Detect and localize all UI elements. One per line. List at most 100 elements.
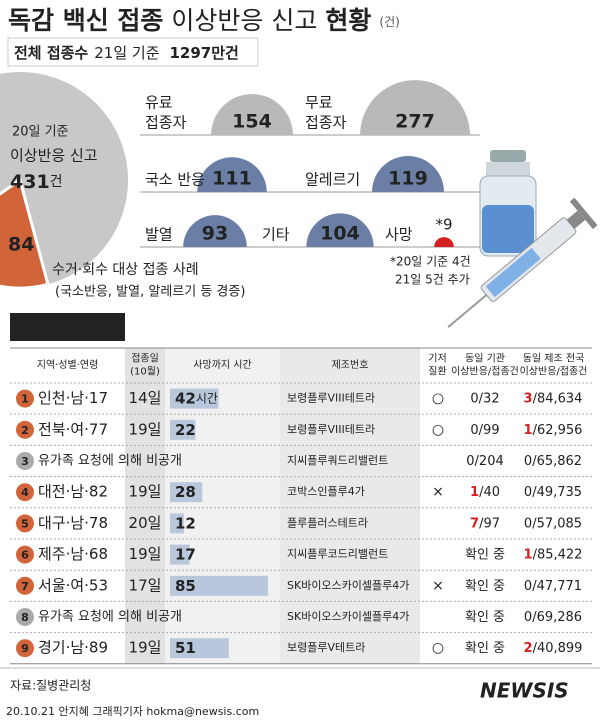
vaccine-illustration <box>447 150 598 328</box>
semicircle <box>211 94 293 135</box>
column-header: 사망까지 시간 <box>193 359 251 371</box>
nation: 0/47,771 <box>524 578 582 593</box>
condition: ○ <box>432 640 444 656</box>
lot: 지씨플루코드리밸런트 <box>287 548 388 561</box>
date: 17일 <box>129 576 162 594</box>
text-part: 시간 <box>196 391 218 405</box>
institution: 0/99 <box>470 422 499 437</box>
hours-bar <box>170 482 203 503</box>
text-part: 0/65,862 <box>524 454 582 469</box>
person: 유가족 요청에 의해 비공개 <box>38 454 182 469</box>
column-header: 동일 제조 전국 <box>523 353 585 365</box>
value-label: 111 <box>212 168 252 190</box>
text-part: /97 <box>479 516 500 531</box>
row-number: 8 <box>21 611 29 624</box>
institution: 7/97 <box>470 516 500 531</box>
column-header: 이상반응/접종건 <box>451 366 519 378</box>
hours-bar <box>170 575 268 596</box>
category-label: 접종자 <box>305 114 347 132</box>
person: 전북·여·77 <box>38 420 108 438</box>
semicircle <box>434 237 454 247</box>
lot: 코박스인플루4가 <box>287 485 365 498</box>
text-part: 0/99 <box>470 422 499 437</box>
text-part: /40,899 <box>533 641 583 656</box>
semicircle <box>360 80 470 135</box>
institution: 확인 중 <box>465 610 505 625</box>
text-part: 0/57,085 <box>524 516 582 531</box>
text-part: 0/32 <box>470 391 499 406</box>
date: 19일 <box>129 639 162 657</box>
person: 대전·남·82 <box>38 483 108 501</box>
text-part: 확인 중 <box>465 641 505 656</box>
category-label: 국소 반응 <box>145 171 205 189</box>
recall-label: 수거·회수 대상 접종 사례 <box>52 262 199 278</box>
row-number: 4 <box>21 486 29 499</box>
column-header: 질환 <box>428 366 446 378</box>
condition: ○ <box>432 422 444 438</box>
date-col-bg <box>125 348 165 664</box>
text-part: 확인 중 <box>465 610 505 625</box>
row-number: 5 <box>21 517 29 530</box>
lot: 지씨플루쿼드리밸런트 <box>287 454 388 467</box>
row-number: 7 <box>21 580 29 593</box>
category-label: 알레르기 <box>305 171 360 189</box>
text-part: 22 <box>175 420 196 438</box>
text-part: 85 <box>175 576 196 594</box>
text-part: 0/69,286 <box>524 610 582 625</box>
lot-col-bg <box>280 348 420 664</box>
value-label: 93 <box>202 223 228 245</box>
value-label: 277 <box>395 111 435 133</box>
row-number-badge <box>16 545 34 564</box>
row-number-badge <box>16 452 34 470</box>
text-part: 1 <box>524 547 533 562</box>
lot: 보령플루VIII테트라 <box>287 392 375 405</box>
semicircle <box>372 156 444 192</box>
text-part: /85,422 <box>533 547 583 562</box>
nation: 0/69,286 <box>524 610 582 625</box>
category-label: 무료 <box>305 94 333 112</box>
text-part: 확인 중 <box>465 578 505 593</box>
nation: 1/62,956 <box>524 422 583 437</box>
text-part: 28 <box>175 483 196 501</box>
total-text: 전체 접종수 21일 기준 1297만건 <box>14 44 239 62</box>
text-part: 51 <box>175 639 196 657</box>
category-label: 기타 <box>262 226 290 244</box>
column-header: 지역·성별·연령 <box>37 359 99 371</box>
institution: 1/40 <box>470 485 500 500</box>
recall-wedge <box>0 177 50 290</box>
lot: SK바이오스카이셀플루4가 <box>287 579 409 592</box>
person: 제주·남·68 <box>38 545 108 563</box>
person: 경기·남·89 <box>38 639 108 657</box>
text-part: 0/204 <box>466 454 503 469</box>
text-part: 현황 <box>325 6 371 35</box>
row-number-badge <box>16 514 34 533</box>
category-label: 사망 <box>385 226 413 244</box>
text-part: 17 <box>175 545 196 563</box>
semicircle <box>183 215 247 247</box>
credit: 20.10.21 안지혜 그래픽기자 hokma@newsis.com <box>6 705 259 718</box>
text-part: (건) <box>379 15 399 29</box>
row-number-badge <box>16 420 34 439</box>
hours: 12 <box>175 514 196 532</box>
condition: ○ <box>432 391 444 407</box>
hours-bar <box>170 388 219 409</box>
report-label: 이상반응 신고 <box>10 147 98 165</box>
institution: 확인 중 <box>465 641 505 656</box>
column-header: 접종일 <box>131 353 159 365</box>
text-part: 2 <box>524 641 533 656</box>
institution: 0/204 <box>466 454 503 469</box>
nation: 0/57,085 <box>524 516 582 531</box>
person: 대구·남·78 <box>38 514 108 532</box>
row-number: 6 <box>21 549 29 562</box>
lot: 플루플러스테트라 <box>287 516 368 529</box>
text-part: 3 <box>524 391 533 406</box>
lot: SK바이오스카이셀플루4가 <box>287 610 409 623</box>
row-number: 9 <box>21 642 29 655</box>
text-part: 12 <box>175 514 196 532</box>
logo: NEWSIS <box>480 679 569 703</box>
person: 유가족 요청에 의해 비공개 <box>38 610 182 625</box>
hours: 17 <box>175 545 196 563</box>
hours-bar <box>170 544 190 565</box>
text-part: 독감 백신 접종 <box>8 6 163 35</box>
